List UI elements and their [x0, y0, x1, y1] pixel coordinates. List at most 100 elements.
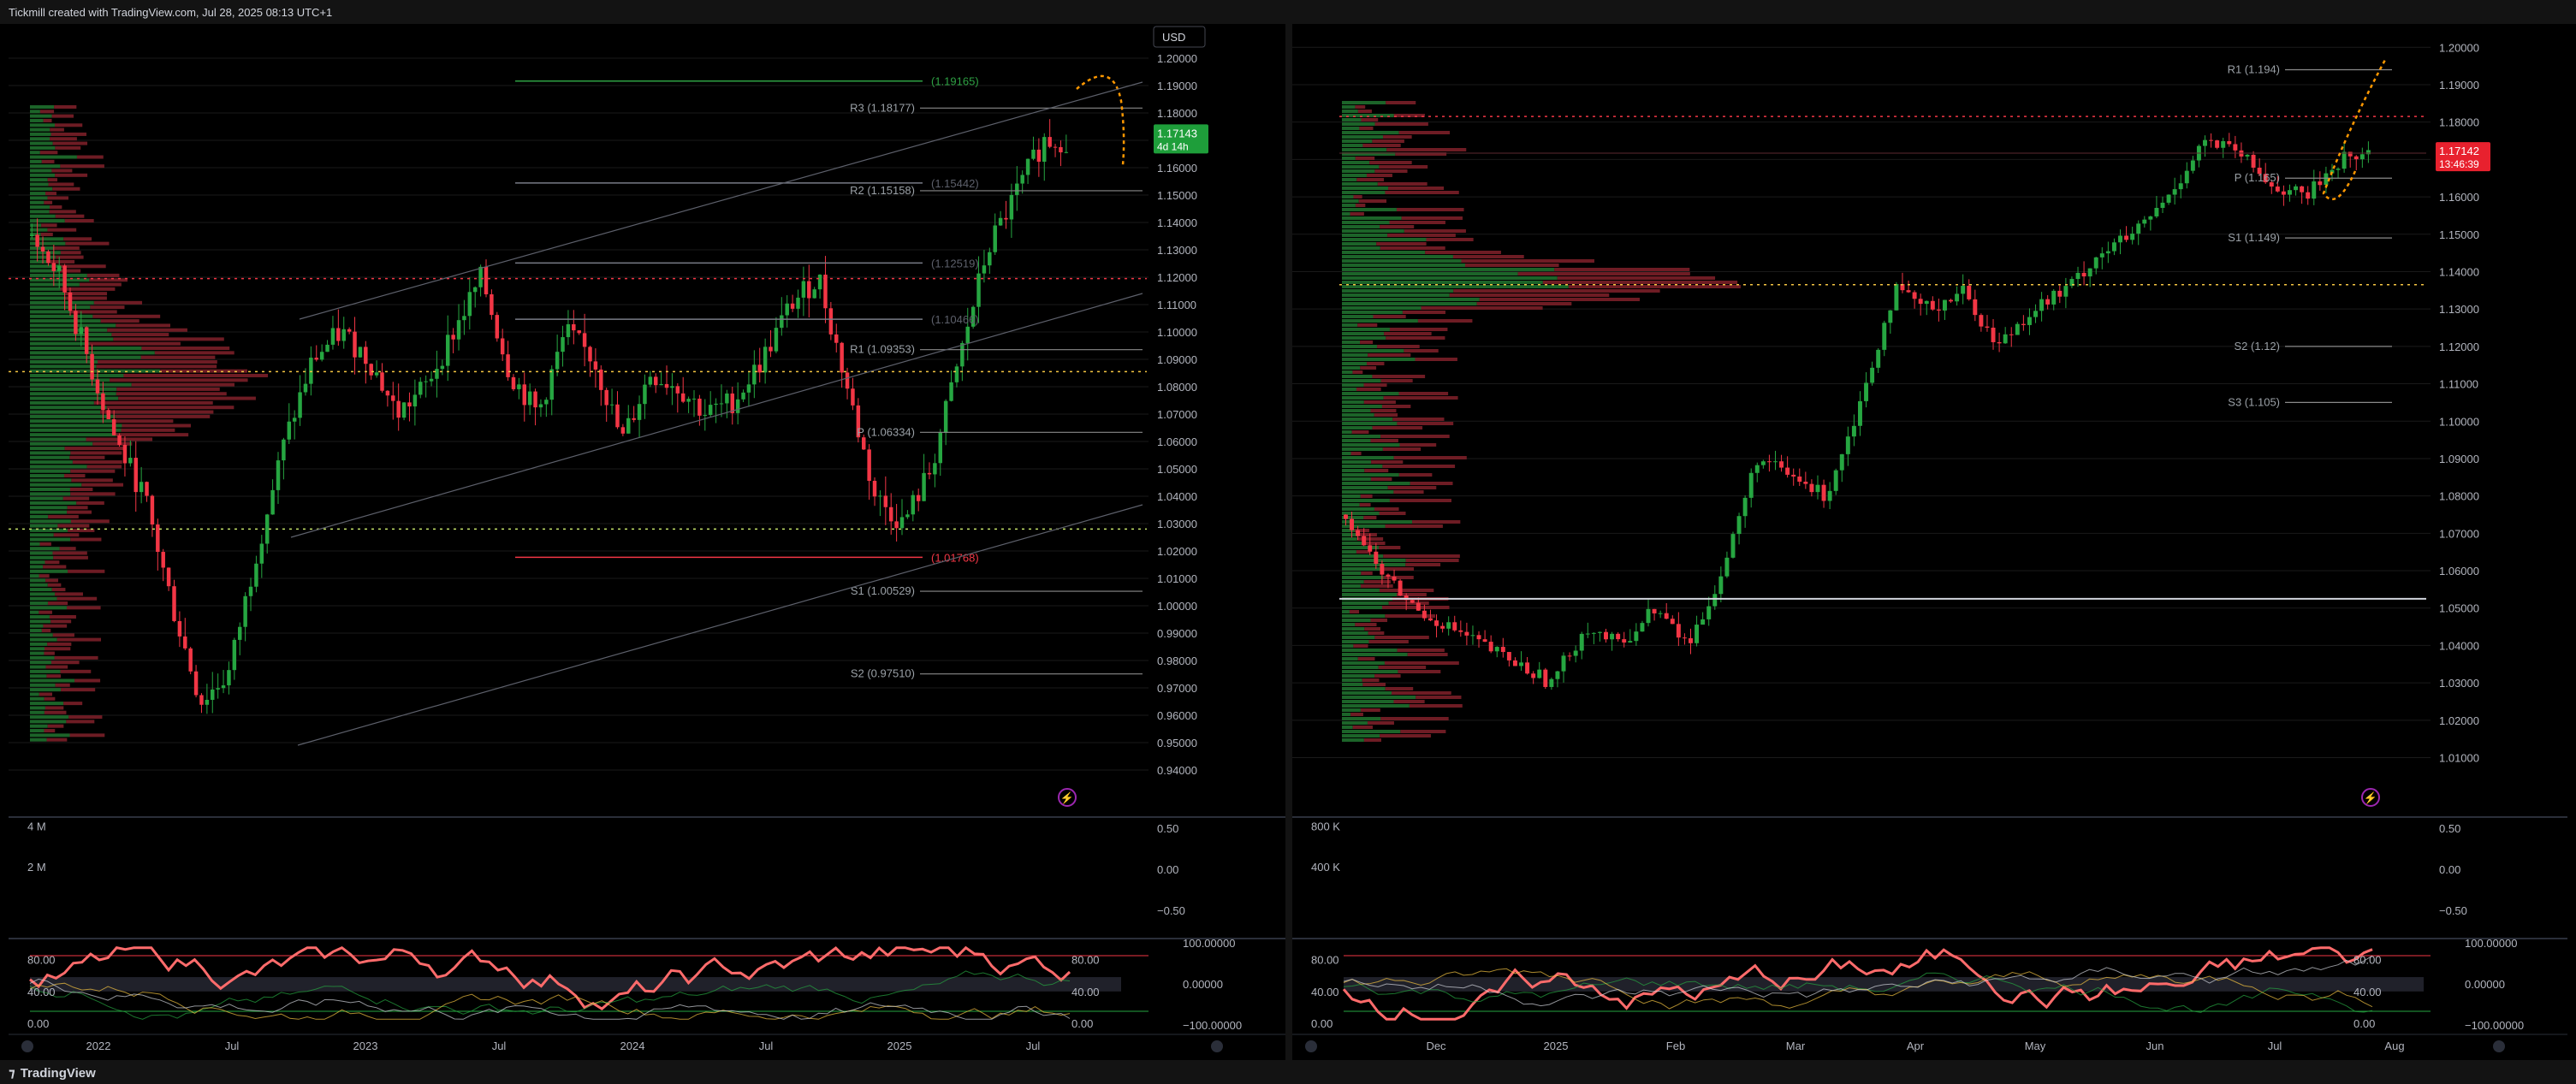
volume-profile-buy-bar	[1342, 396, 1384, 400]
volume-profile-sell-bar	[1368, 631, 1385, 635]
candle-body	[347, 329, 352, 332]
volume-profile-sell-bar	[1374, 413, 1398, 417]
candle-body	[205, 699, 210, 705]
volume-profile-sell-bar	[1399, 443, 1437, 447]
volume-profile-buy-bar	[30, 287, 61, 291]
header-bar: Tickmill created with TradingView.com, J…	[0, 0, 2576, 24]
volume-profile-sell-bar	[1461, 259, 1594, 263]
volume-profile-buy-bar	[1342, 362, 1368, 365]
candle-body	[134, 458, 138, 493]
candle-body	[817, 274, 822, 290]
volume-profile-sell-bar	[1352, 726, 1374, 729]
volume-profile-sell-bar	[140, 355, 216, 359]
candle-body	[555, 352, 560, 370]
candle-body	[648, 376, 653, 385]
candle-body	[2178, 183, 2183, 190]
volume-profile-sell-bar	[1397, 593, 1427, 596]
volume-profile-buy-bar	[30, 145, 56, 150]
volume-profile-buy-bar	[30, 542, 40, 546]
volume-profile-buy-bar	[1342, 649, 1398, 652]
volume-profile-buy-bar	[30, 341, 90, 346]
volume-profile-buy-bar	[1342, 238, 1427, 241]
volume-profile-buy-bar	[1342, 473, 1399, 477]
candle-body	[2300, 186, 2305, 193]
volume-profile-buy-bar	[1342, 315, 1374, 318]
candle-body	[2221, 141, 2226, 148]
candle-body	[1573, 650, 1578, 656]
volume-profile-buy-bar	[30, 169, 52, 173]
candle-body	[1701, 619, 1706, 625]
volume-profile-buy-bar	[30, 333, 112, 337]
volume-profile-sell-bar	[1362, 683, 1386, 686]
candle-body	[1404, 595, 1409, 601]
volume-profile-buy-bar	[1342, 524, 1386, 528]
current-price-value: 1.17142	[2439, 145, 2479, 157]
candle-body	[637, 404, 642, 420]
volume-profile-sell-bar	[111, 333, 169, 337]
volume-profile-sell-bar	[116, 323, 171, 328]
candle-body	[330, 328, 335, 345]
candle-body	[1525, 662, 1530, 674]
volume-profile-buy-bar	[1342, 174, 1367, 177]
volume-profile-sell-bar	[1380, 379, 1413, 382]
candle-body	[1446, 622, 1451, 629]
volume-profile-buy-bar	[1342, 580, 1364, 583]
candle-body	[84, 327, 89, 354]
volume-profile-sell-bar	[1370, 439, 1398, 442]
volume-profile-buy-bar	[30, 574, 39, 578]
left-chart-panel[interactable]: 1.200001.190001.180001.170001.160001.150…	[9, 24, 1285, 1060]
candle-body	[1422, 610, 1427, 619]
candle-body	[872, 481, 877, 497]
candle-body	[943, 400, 948, 433]
candle-body	[396, 400, 401, 418]
volume-profile-sell-bar	[48, 259, 75, 264]
volume-profile-buy-bar	[30, 428, 122, 432]
candle-body	[1567, 655, 1572, 657]
candle-body	[188, 648, 193, 672]
right-chart-svg[interactable]: 1.200001.190001.180001.170001.160001.150…	[1292, 24, 2567, 1060]
volume-profile-buy-bar	[1342, 191, 1386, 194]
volume-profile-buy-bar	[30, 292, 66, 296]
panel-divider[interactable]	[1285, 24, 1292, 1060]
volume-profile-sell-bar	[48, 514, 79, 518]
volume-profile-buy-bar	[30, 678, 75, 683]
volume-profile-sell-bar	[1449, 293, 1610, 297]
osc-right-tick: 0.00000	[2465, 978, 2505, 991]
y-tick-label: 1.04000	[2439, 639, 2479, 652]
volume-profile-buy-bar	[1342, 405, 1382, 408]
volume-profile-buy-bar	[1342, 281, 1543, 284]
volume-profile-sell-bar	[54, 105, 77, 109]
x-tick-label: Jun	[2146, 1040, 2164, 1052]
osc-left-tick: 0.00	[27, 1017, 49, 1030]
right-chart-panel[interactable]: 1.200001.190001.180001.170001.160001.150…	[1292, 24, 2567, 1060]
volume-profile-sell-bar	[121, 428, 175, 432]
tradingview-logo[interactable]: ⁊ TradingView	[9, 1065, 96, 1081]
volume-profile-buy-bar	[30, 155, 77, 159]
left-chart-svg[interactable]: 1.200001.190001.180001.170001.160001.150…	[9, 24, 1285, 1060]
volume-profile-sell-bar	[1359, 127, 1374, 130]
y-tick-label: 1.07000	[2439, 527, 2479, 540]
volume-profile-sell-bar	[64, 447, 124, 451]
volume-profile-buy-bar	[30, 378, 110, 382]
volume-profile-sell-bar	[1386, 148, 1467, 151]
volume-profile-sell-bar	[55, 683, 70, 687]
volume-profile-sell-bar	[1374, 507, 1399, 511]
candle-body	[1356, 530, 1361, 536]
volume-profile-sell-bar	[57, 524, 90, 528]
candle-body	[1760, 461, 1766, 465]
volume-profile-sell-bar	[68, 528, 95, 532]
candle-body	[888, 506, 893, 522]
volume-profile-sell-bar	[1355, 623, 1377, 626]
volume-profile-sell-bar	[1395, 152, 1447, 156]
candle-body	[68, 292, 73, 311]
candle-body	[407, 402, 412, 407]
candle-body	[358, 347, 363, 358]
volume-profile-buy-bar	[1342, 533, 1359, 536]
volume-profile-sell-bar	[47, 228, 77, 232]
y-tick-label: 1.20000	[1157, 52, 1197, 65]
volume-profile-sell-bar	[69, 488, 93, 491]
candle-body	[1985, 326, 1990, 329]
volume-profile-buy-bar	[30, 337, 114, 341]
volume-profile-sell-bar	[1554, 268, 1690, 271]
volume-profile-buy-bar	[1342, 144, 1363, 147]
